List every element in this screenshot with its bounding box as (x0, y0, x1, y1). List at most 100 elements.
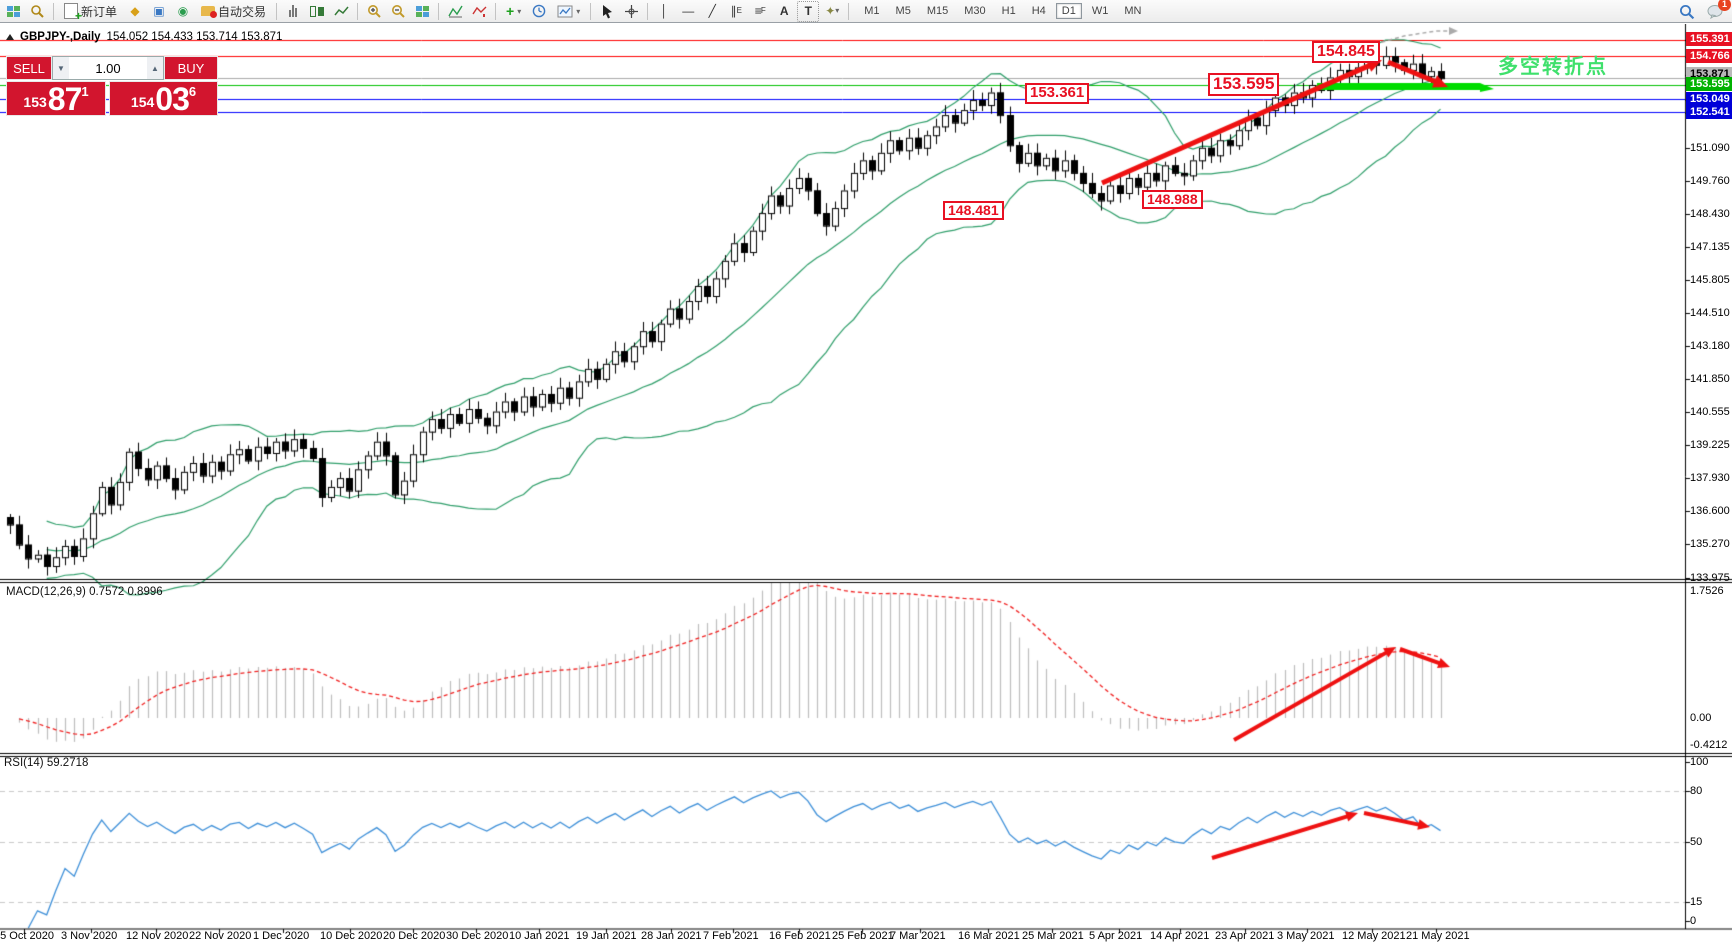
date-axis-label: 5 Apr 2021 (1089, 930, 1143, 942)
tiles-glyph (415, 5, 429, 17)
new-order-button[interactable]: + 新订单 (59, 1, 122, 22)
date-axis-label: 25 Oct 2020 (0, 930, 54, 942)
search-icon[interactable] (1676, 1, 1698, 22)
volume-increase-button[interactable]: ▲ (147, 57, 163, 79)
zoom-in-icon[interactable] (363, 1, 385, 22)
timeframe-m5[interactable]: M5 (895, 5, 911, 17)
timeframe-h1[interactable]: H1 (1001, 5, 1016, 17)
trendline-icon[interactable]: ╱ (708, 4, 716, 18)
price-axis-tick: 147.135 (1690, 241, 1730, 253)
indicator-window-icon[interactable] (468, 1, 490, 22)
toolbar-right-group: 1 (1676, 0, 1731, 22)
volume-field[interactable]: 1.00 (69, 57, 147, 79)
notifications-icon[interactable]: 1 (1704, 0, 1731, 22)
horizontal-line-icon[interactable]: — (682, 4, 695, 18)
price-flag-label[interactable]: 148.988 (1142, 190, 1203, 210)
sell-button[interactable]: SELL (6, 56, 52, 80)
rsi-axis-tick: 15 (1690, 896, 1703, 908)
sell-price-point: 1 (81, 84, 89, 99)
indicators-icon[interactable] (444, 1, 466, 22)
price-axis-tick: 136.600 (1690, 505, 1730, 517)
chart-canvas[interactable] (0, 24, 1732, 944)
bar-chart-icon[interactable] (282, 1, 304, 22)
cursor-icon[interactable] (596, 1, 618, 22)
equidistant-channel-icon[interactable]: ∥ E (730, 4, 742, 18)
timeframe-m1[interactable]: M1 (864, 5, 880, 17)
timeframe-mn[interactable]: MN (1124, 5, 1142, 17)
date-axis-label: 14 Apr 2021 (1150, 930, 1210, 942)
date-axis-label: 19 Jan 2021 (576, 930, 637, 942)
macd-scale-top: 1.7526 (1690, 585, 1724, 597)
rsi-axis-tick: 50 (1690, 836, 1703, 848)
template-icon[interactable]: ▾ (552, 1, 585, 22)
metaeditor-icon[interactable]: ◆ (130, 4, 140, 18)
date-axis-label: 30 Dec 2020 (446, 930, 509, 942)
text-label-icon[interactable]: T (797, 0, 820, 22)
zoom-out-icon[interactable] (387, 1, 409, 22)
date-axis-label: 10 Dec 2020 (320, 930, 383, 942)
market-icon[interactable]: ▣ (153, 4, 165, 18)
timeframe-w1[interactable]: W1 (1091, 5, 1109, 17)
price-flag-label[interactable]: 148.481 (943, 201, 1004, 221)
timeframe-h4[interactable]: H4 (1031, 5, 1046, 17)
candlestick-chart-icon[interactable] (306, 1, 328, 22)
turning-point-note[interactable]: 多空转折点 (1498, 56, 1608, 78)
date-axis-label: 21 May 2021 (1406, 930, 1470, 942)
volume-stepper: ▼ 1.00 ▲ (52, 56, 164, 80)
price-axis-flag: 153.049 (1686, 92, 1732, 106)
buy-price[interactable]: 154 03 6 (109, 81, 218, 116)
profile-preview-icon[interactable] (26, 1, 48, 22)
price-flag-label[interactable]: 153.361 (1025, 83, 1090, 104)
toolbar-separator (53, 2, 54, 20)
collapse-trade-panel-icon[interactable] (6, 34, 14, 40)
symbol-ohlc: 154.052 154.433 153.714 153.871 (106, 31, 283, 43)
period-clock-icon[interactable] (528, 1, 550, 22)
crosshair-icon[interactable] (620, 1, 642, 22)
signals-icon[interactable]: ◉ (177, 4, 189, 18)
price-axis-tick: 151.090 (1690, 142, 1730, 154)
rsi-axis-tick: 0 (1690, 915, 1697, 927)
buy-button[interactable]: BUY (164, 56, 218, 80)
candles-glyph (310, 5, 325, 18)
timeframe-d1[interactable]: D1 (1055, 3, 1082, 19)
toolbar-separator (276, 2, 278, 20)
fibonacci-icon[interactable]: ≡ F (754, 4, 766, 18)
grid-glyph (6, 5, 20, 17)
new-order-label: 新订单 (81, 4, 118, 19)
timeframe-bar: M1 M5 M15 M30 H1 H4 D1 W1 MN (858, 3, 1147, 19)
date-axis-label: 7 Feb 2021 (703, 930, 759, 942)
price-axis-flag: 153.595 (1686, 77, 1732, 91)
timeframe-m30[interactable]: M30 (964, 5, 986, 17)
buy-price-figure: 154 (130, 94, 155, 111)
autotrading-button[interactable]: 自动交易 (196, 1, 271, 22)
price-flag-label[interactable]: 153.595 (1208, 73, 1280, 96)
date-axis-label: 23 Apr 2021 (1215, 930, 1275, 942)
date-axis-label: 12 May 2021 (1342, 930, 1406, 942)
date-axis-label: 3 Nov 2020 (61, 930, 118, 942)
tile-windows-icon[interactable] (411, 1, 433, 22)
sell-price[interactable]: 153 87 1 (6, 81, 106, 116)
sell-price-pips: 87 (47, 80, 83, 117)
autotrading-icon (201, 6, 218, 18)
toolbar-separator (647, 2, 649, 20)
price-axis-flag: 155.391 (1686, 32, 1732, 46)
price-axis-tick: 148.430 (1690, 208, 1730, 220)
bars-glyph (289, 5, 298, 17)
arrow-objects-icon[interactable]: ✦ ▾ (825, 4, 840, 18)
text-icon[interactable]: A (779, 4, 789, 18)
date-axis-label: 3 May 2021 (1277, 930, 1335, 942)
add-indicator-button[interactable]: + ▾ (506, 3, 522, 19)
vertical-line-icon[interactable]: │ (660, 4, 669, 18)
rsi-axis-tick: 100 (1690, 756, 1709, 768)
volume-decrease-button[interactable]: ▼ (53, 57, 69, 79)
line-chart-icon[interactable] (330, 1, 352, 22)
toolbar-separator (590, 2, 592, 20)
new-chart-icon[interactable] (2, 1, 24, 22)
price-axis-flag: 152.541 (1686, 105, 1732, 119)
price-flag-label[interactable]: 154.845 (1312, 41, 1380, 63)
price-axis-tick: 135.270 (1690, 538, 1730, 550)
timeframe-m15[interactable]: M15 (926, 5, 949, 17)
macd-label: MACD(12,26,9) 0.7572 0.8996 (6, 586, 163, 598)
toolbar-separator (495, 2, 497, 20)
